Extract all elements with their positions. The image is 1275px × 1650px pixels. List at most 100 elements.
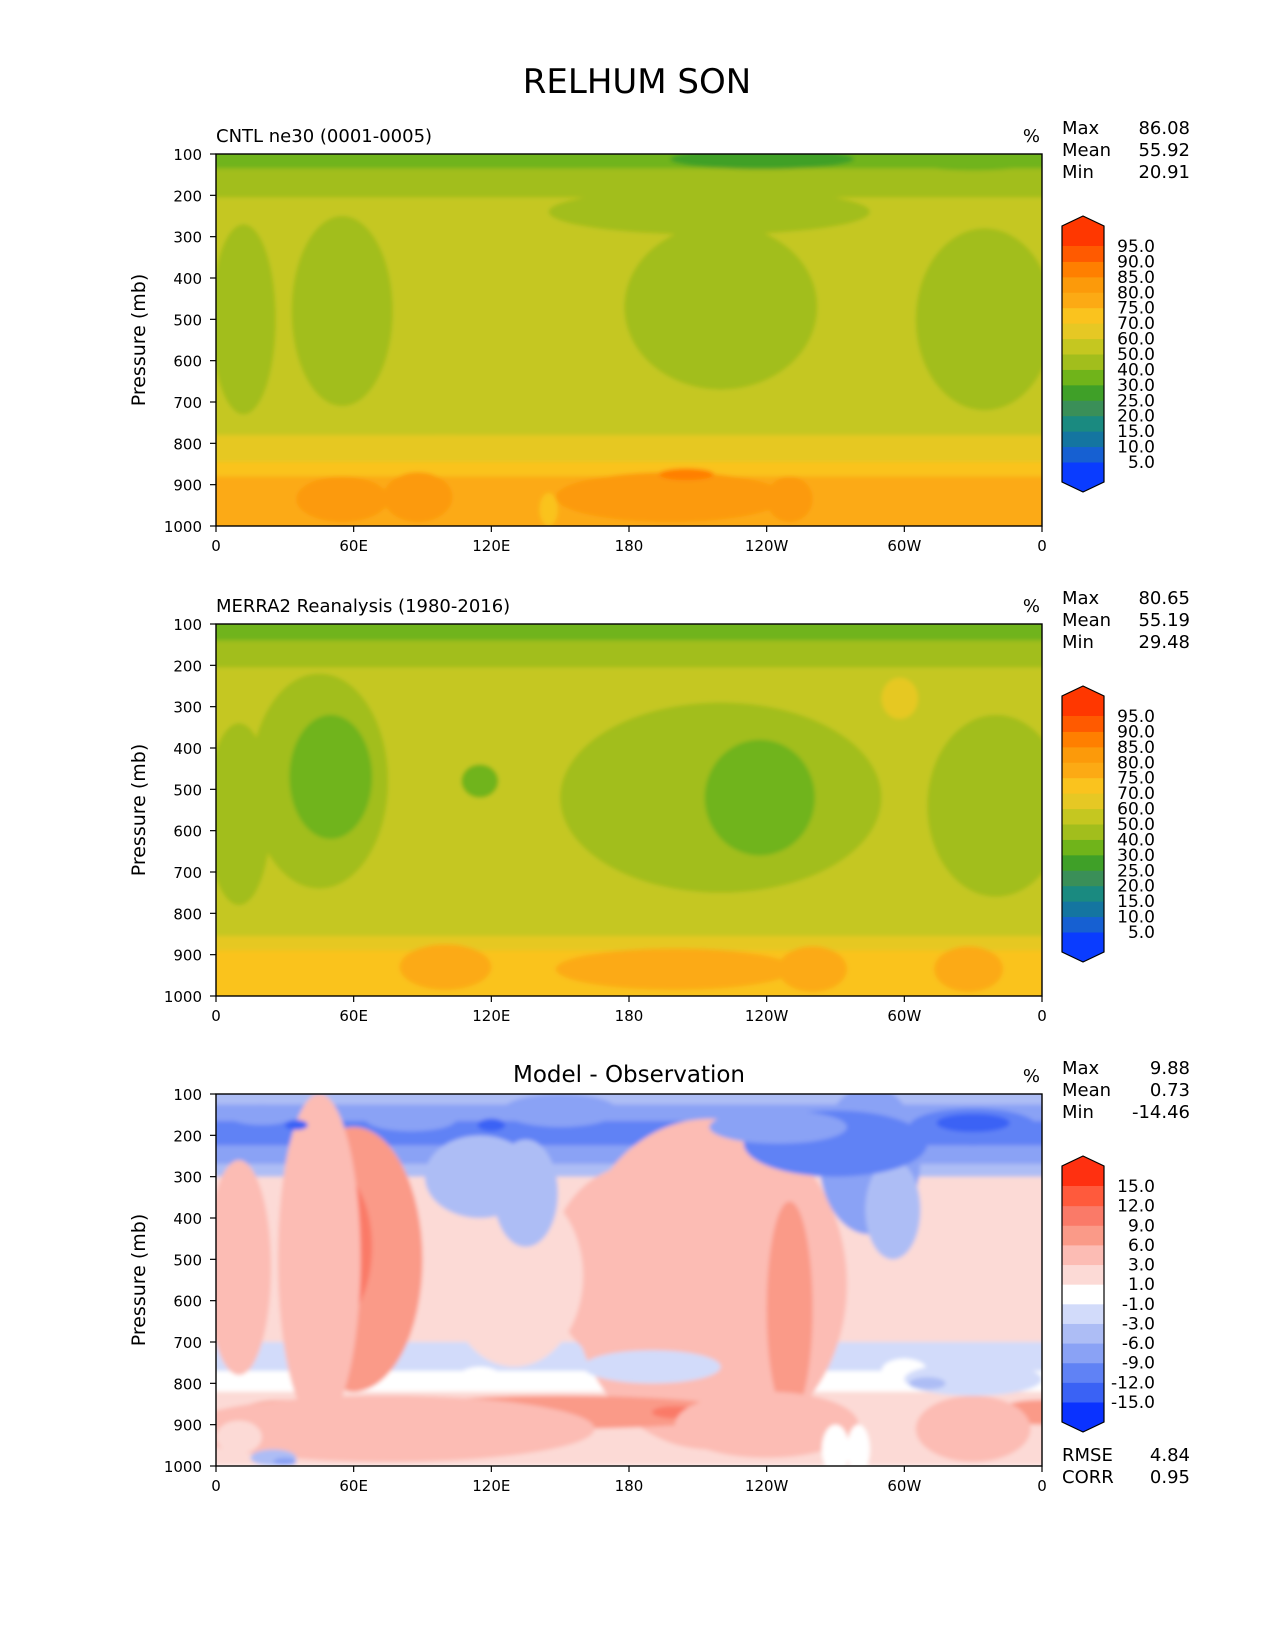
stat-value-min: -14.46 — [1132, 1102, 1190, 1123]
colorbar-label: 75.0 — [1117, 769, 1155, 789]
field-blob — [296, 476, 389, 522]
units-label: % — [1023, 1066, 1040, 1087]
x-tick-label: 0 — [1037, 1477, 1047, 1495]
colorbar-extend-min — [1062, 1402, 1104, 1432]
field-obs — [216, 624, 1042, 996]
field-blob — [766, 476, 813, 522]
y-tick-label: 400 — [173, 1210, 202, 1228]
y-tick-label: 300 — [173, 229, 202, 247]
colorbar-label: 6.0 — [1128, 1236, 1155, 1256]
y-tick-label: 100 — [173, 146, 202, 164]
colorbar-label: 60.0 — [1117, 800, 1155, 820]
colorbar-extend-max — [1062, 216, 1104, 246]
panel-obs: MERRA2 Reanalysis (1980-2016) % 100 200 300 4… — [128, 588, 1190, 1025]
colorbar-label: 9.0 — [1128, 1216, 1155, 1236]
stat-value-mean: 55.19 — [1138, 610, 1190, 631]
colorbar-label: 85.0 — [1117, 738, 1155, 758]
colorbar-label: 25.0 — [1117, 391, 1155, 411]
stat-value-mean: 0.73 — [1150, 1080, 1190, 1101]
colorbar-segment — [1062, 808, 1104, 825]
colorbar-segment — [1062, 446, 1104, 463]
colorbar-extend-min — [1062, 932, 1104, 962]
x-tick-label: 60E — [339, 1477, 368, 1495]
colorbar-segment — [1062, 777, 1104, 794]
colorbar-label: 90.0 — [1117, 722, 1155, 742]
x-tick-label: 120W — [745, 1477, 789, 1495]
x-tick-label: 120E — [472, 537, 510, 555]
x-tick-label: 60W — [887, 1477, 921, 1495]
colorbar-label: 12.0 — [1117, 1197, 1155, 1217]
colorbar-segment — [1062, 246, 1104, 262]
y-tick-label: 1000 — [164, 518, 202, 536]
y-tick-label: 400 — [173, 740, 202, 758]
field-blob — [927, 714, 1042, 897]
colorbar-segment — [1062, 261, 1104, 278]
field-blob — [424, 1135, 535, 1218]
colorbar: 5.010.015.020.025.030.040.050.060.070.07… — [1061, 215, 1155, 493]
field-blob — [291, 216, 393, 407]
field-blob — [555, 472, 786, 522]
field-blob — [908, 1377, 946, 1390]
y-tick-label: 400 — [173, 270, 202, 288]
field-blob — [289, 714, 373, 839]
y-axis-label: Pressure (mb) — [128, 744, 150, 877]
field-blob — [273, 1457, 297, 1466]
y-tick-label: 500 — [173, 1251, 202, 1269]
colorbar-label: 10.0 — [1117, 908, 1155, 928]
stat-value-max: 86.08 — [1138, 118, 1190, 139]
colorbar-outline — [1061, 215, 1105, 493]
stat-label-min: Min — [1062, 1102, 1094, 1123]
x-tick-label: 0 — [1037, 1007, 1047, 1025]
colorbar-label: 30.0 — [1117, 846, 1155, 866]
panel-title: Model - Observation — [513, 1062, 745, 1088]
x-tick-label: 120W — [745, 537, 789, 555]
y-tick-label: 300 — [173, 1169, 202, 1187]
figure-title: RELHUM SON — [523, 62, 751, 102]
stat-label-min: Min — [1062, 632, 1094, 653]
field-diff — [216, 1094, 1042, 1466]
y-tick-label: 200 — [173, 1127, 202, 1145]
field-blob — [216, 224, 276, 415]
colorbar-label: 20.0 — [1117, 407, 1155, 427]
x-tick-label: 0 — [211, 537, 221, 555]
colorbar-label: 15.0 — [1117, 422, 1155, 442]
colorbar-segment — [1062, 839, 1104, 856]
units-label: % — [1023, 126, 1040, 147]
colorbar-label: -15.0 — [1111, 1393, 1155, 1413]
colorbar-label: 30.0 — [1117, 376, 1155, 396]
colorbar-segment — [1062, 292, 1104, 309]
stat-value-max: 9.88 — [1150, 1058, 1190, 1079]
field-blob — [548, 1164, 733, 1371]
stat-value-max: 80.65 — [1138, 588, 1190, 609]
colorbar-segment — [1062, 1186, 1104, 1207]
colorbar-segment — [1062, 276, 1104, 293]
colorbar-segment — [1062, 1244, 1104, 1266]
y-tick-label: 200 — [173, 187, 202, 205]
y-tick-label: 700 — [173, 1334, 202, 1352]
field-blob — [778, 946, 847, 992]
field-blob — [477, 1118, 506, 1132]
field-blob — [422, 154, 698, 169]
colorbar-segment — [1062, 885, 1104, 902]
field-blob — [936, 1113, 1010, 1133]
colorbar-label: 5.0 — [1128, 453, 1155, 473]
colorbar-segment — [1062, 1284, 1104, 1305]
colorbar: 5.010.015.020.025.030.040.050.060.070.07… — [1061, 685, 1155, 963]
x-tick-label: 0 — [1037, 537, 1047, 555]
field-blob — [284, 1120, 308, 1130]
field-blob — [555, 948, 795, 990]
y-tick-label: 300 — [173, 699, 202, 717]
y-axis-label: Pressure (mb) — [128, 274, 150, 407]
x-tick-label: 180 — [615, 537, 644, 555]
stat-value-mean: 55.92 — [1138, 140, 1190, 161]
x-tick-label: 120E — [472, 1477, 510, 1495]
field-model — [216, 154, 1042, 526]
field-blob — [461, 764, 499, 798]
colorbar-segment — [1062, 354, 1104, 370]
panel-title: CNTL ne30 (0001-0005) — [216, 126, 432, 147]
field-band — [216, 435, 1042, 462]
colorbar-label: 5.0 — [1128, 923, 1155, 943]
colorbar-segment — [1062, 1382, 1104, 1403]
field-blob — [216, 1160, 272, 1376]
colorbar-label: -1.0 — [1122, 1295, 1155, 1315]
